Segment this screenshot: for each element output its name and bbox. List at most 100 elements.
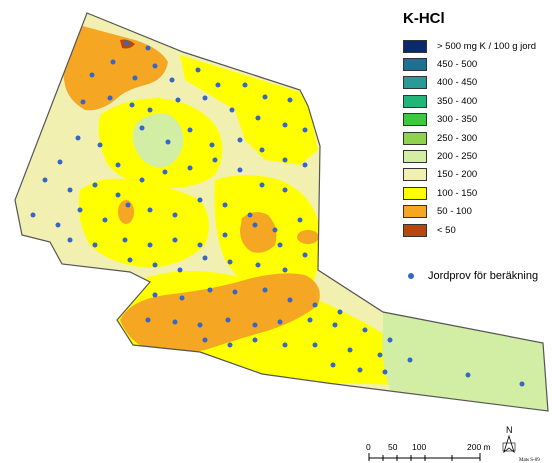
- zone-200-250-southeast: [382, 312, 548, 411]
- legend-item: 250 - 300: [403, 129, 552, 147]
- soil-sample-point: [77, 207, 83, 213]
- soil-sample-point: [179, 295, 185, 301]
- soil-sample-point: [97, 142, 103, 148]
- legend-label: > 500 mg K / 100 g jord: [437, 40, 537, 52]
- soil-sample-point: [80, 99, 86, 105]
- north-arrow: N Mats S-09: [502, 425, 540, 463]
- soil-sample-points: [30, 40, 525, 387]
- soil-sample-point: [222, 232, 228, 238]
- legend-swatch: [403, 94, 427, 108]
- soil-sample-point: [282, 187, 288, 193]
- soil-sample-point: [297, 217, 303, 223]
- soil-sample-point: [302, 127, 308, 133]
- soil-sample-point: [252, 222, 258, 228]
- soil-sample-point: [165, 139, 171, 145]
- zone-50-100-east-spot: [240, 212, 277, 253]
- soil-sample-point: [177, 267, 183, 273]
- soil-sample-point: [67, 237, 73, 243]
- soil-sample-point: [55, 222, 61, 228]
- legend-item: 400 - 450: [403, 74, 552, 92]
- soil-sample-point: [187, 127, 193, 133]
- soil-sample-point: [282, 157, 288, 163]
- soil-sample-point: [152, 63, 158, 69]
- soil-sample-point: [172, 319, 178, 325]
- scale-label-50: 50: [388, 442, 398, 452]
- soil-sample-point: [172, 212, 178, 218]
- soil-sample-point: [287, 297, 293, 303]
- legend-item: 100 - 150: [403, 184, 552, 202]
- legend-item: 150 - 200: [403, 166, 552, 184]
- legend-swatch: [403, 131, 427, 145]
- legend-swatch: [403, 168, 427, 182]
- field-boundary: [14, 12, 549, 412]
- soil-sample-point: [232, 289, 238, 295]
- legend-label: 300 - 350: [437, 114, 478, 126]
- legend-item: 450 - 500: [403, 55, 552, 73]
- soil-sample-point: [125, 202, 131, 208]
- soil-sample-point: [187, 165, 193, 171]
- soil-sample-point: [145, 45, 151, 51]
- legend-swatch: [403, 58, 427, 72]
- soil-sample-point: [227, 342, 233, 348]
- soil-sample-point: [225, 317, 231, 323]
- sample-point-icon: [408, 273, 414, 279]
- soil-sample-point: [92, 182, 98, 188]
- legend-item: < 50: [403, 221, 552, 239]
- legend-item: > 500 mg K / 100 g jord: [403, 37, 552, 55]
- soil-sample-point: [139, 125, 145, 131]
- legend-label: 350 - 400: [437, 95, 478, 107]
- legend-label: 400 - 450: [437, 77, 478, 89]
- soil-sample-point: [382, 369, 388, 375]
- soil-sample-point: [110, 59, 116, 65]
- soil-sample-point: [147, 107, 153, 113]
- legend-label: 450 - 500: [437, 59, 478, 71]
- soil-sample-point: [115, 192, 121, 198]
- legend: K-HCl > 500 mg K / 100 g jord 450 - 500 40…: [403, 10, 552, 239]
- soil-sample-point: [277, 242, 283, 248]
- soil-sample-point: [387, 337, 393, 343]
- soil-sample-point: [247, 212, 253, 218]
- soil-sample-point: [242, 82, 248, 88]
- soil-sample-point: [107, 95, 113, 101]
- soil-sample-point: [89, 72, 95, 78]
- soil-sample-point: [332, 322, 338, 328]
- soil-sample-point: [282, 122, 288, 128]
- soil-sample-point: [195, 67, 201, 73]
- soil-sample-point: [115, 162, 121, 168]
- soil-sample-point: [139, 177, 145, 183]
- legend-item: 350 - 400: [403, 92, 552, 110]
- legend-swatch: [403, 113, 427, 127]
- soil-sample-point: [102, 217, 108, 223]
- legend-label: 150 - 200: [437, 169, 478, 181]
- soil-sample-point: [42, 177, 48, 183]
- scale-label-200: 200 m: [467, 442, 491, 452]
- soil-sample-point: [152, 262, 158, 268]
- zone-50-100-north: [60, 20, 168, 111]
- legend-swatch: [403, 150, 427, 164]
- soil-sample-point: [347, 347, 353, 353]
- soil-sample-point: [229, 107, 235, 113]
- soil-sample-point: [330, 362, 336, 368]
- soil-sample-point: [132, 75, 138, 81]
- soil-sample-point: [209, 142, 215, 148]
- soil-sample-point: [212, 157, 218, 163]
- soil-sample-point: [272, 227, 278, 233]
- soil-sample-point: [377, 352, 383, 358]
- soil-sample-point: [127, 257, 133, 263]
- legend-title: K-HCl: [403, 10, 445, 27]
- soil-sample-point: [237, 137, 243, 143]
- zone-50-100-small-spot: [297, 230, 319, 244]
- soil-sample-point: [222, 202, 228, 208]
- soil-sample-point: [255, 115, 261, 121]
- legend-label: 50 - 100: [437, 206, 472, 218]
- zone-100-150-west: [78, 178, 209, 268]
- legend-item: 200 - 250: [403, 147, 552, 165]
- soil-sample-point: [30, 212, 36, 218]
- zone-50-100-south: [120, 273, 320, 354]
- north-arrow-label: N: [506, 425, 513, 435]
- soil-sample-point: [302, 252, 308, 258]
- soil-sample-point: [215, 82, 221, 88]
- legend-label: 100 - 150: [437, 187, 478, 199]
- soil-sample-point: [282, 267, 288, 273]
- soil-sample-point: [227, 259, 233, 265]
